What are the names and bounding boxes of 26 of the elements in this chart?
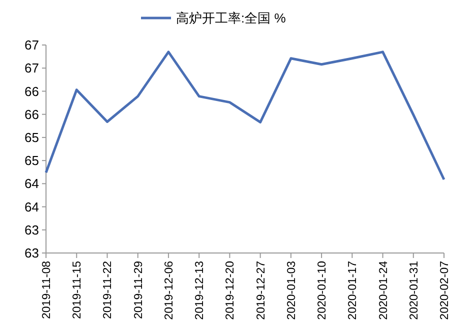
x-tick-label: 2019-11-08 [41, 261, 53, 319]
x-tick-label: 2019-12-13 [194, 261, 206, 320]
y-tick-label: 67 [24, 38, 39, 53]
x-tick-label: 2020-01-31 [408, 261, 420, 320]
y-tick-label: 67 [24, 60, 39, 76]
x-tick-label: 2020-01-24 [378, 260, 390, 320]
y-tick-label: 66 [24, 106, 39, 122]
x-tick-label: 2020-01-03 [286, 261, 298, 320]
line-series [44, 50, 446, 181]
x-tick-label: 2020-01-17 [347, 261, 360, 320]
y-tick-label: 63 [24, 246, 39, 261]
legend-label: 高炉开工率:全国 % [176, 10, 286, 26]
x-tick-label: 2019-11-22 [102, 261, 114, 319]
y-tick-label: 64 [24, 199, 39, 214]
y-tick-label: 66 [24, 84, 39, 99]
x-tick-label: 2020-01-10 [316, 261, 329, 320]
x-tick-label: 2019-12-20 [224, 261, 237, 320]
y-tick-label: 65 [24, 153, 39, 168]
x-tick-label: 2019-11-29 [132, 261, 145, 319]
x-tick-label: 2019-12-06 [163, 261, 176, 320]
y-tick-label: 64 [24, 176, 39, 192]
y-tick-label: 63 [24, 222, 39, 238]
y-tick-label: 65 [24, 130, 39, 145]
x-tick-label: 2020-02-07 [439, 261, 451, 320]
x-tick-label: 2019-11-15 [72, 261, 84, 319]
x-tick-label: 2019-12-27 [255, 261, 268, 320]
